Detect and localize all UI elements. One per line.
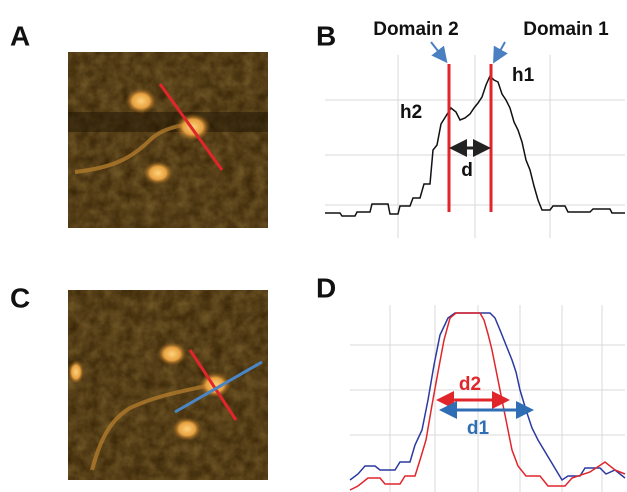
panel-label: B (316, 20, 336, 51)
panel-label: C (10, 282, 30, 313)
annotation: d2 (459, 374, 481, 395)
annotation: h1 (512, 65, 535, 86)
panel-label: D (316, 272, 336, 303)
annotation: Domain 1 (523, 19, 609, 40)
annotation: d (461, 160, 473, 181)
afm-image (68, 290, 268, 480)
afm-image (68, 52, 268, 228)
annotation: h2 (400, 102, 422, 123)
profile-plot (350, 305, 625, 492)
annotation: d1 (467, 418, 490, 439)
figure: A B Domain 2 Domain 1 h1 h2 d C (0, 0, 627, 492)
panel-label: A (10, 20, 30, 51)
profile-plot (325, 42, 625, 238)
annotation: Domain 2 (373, 19, 459, 40)
